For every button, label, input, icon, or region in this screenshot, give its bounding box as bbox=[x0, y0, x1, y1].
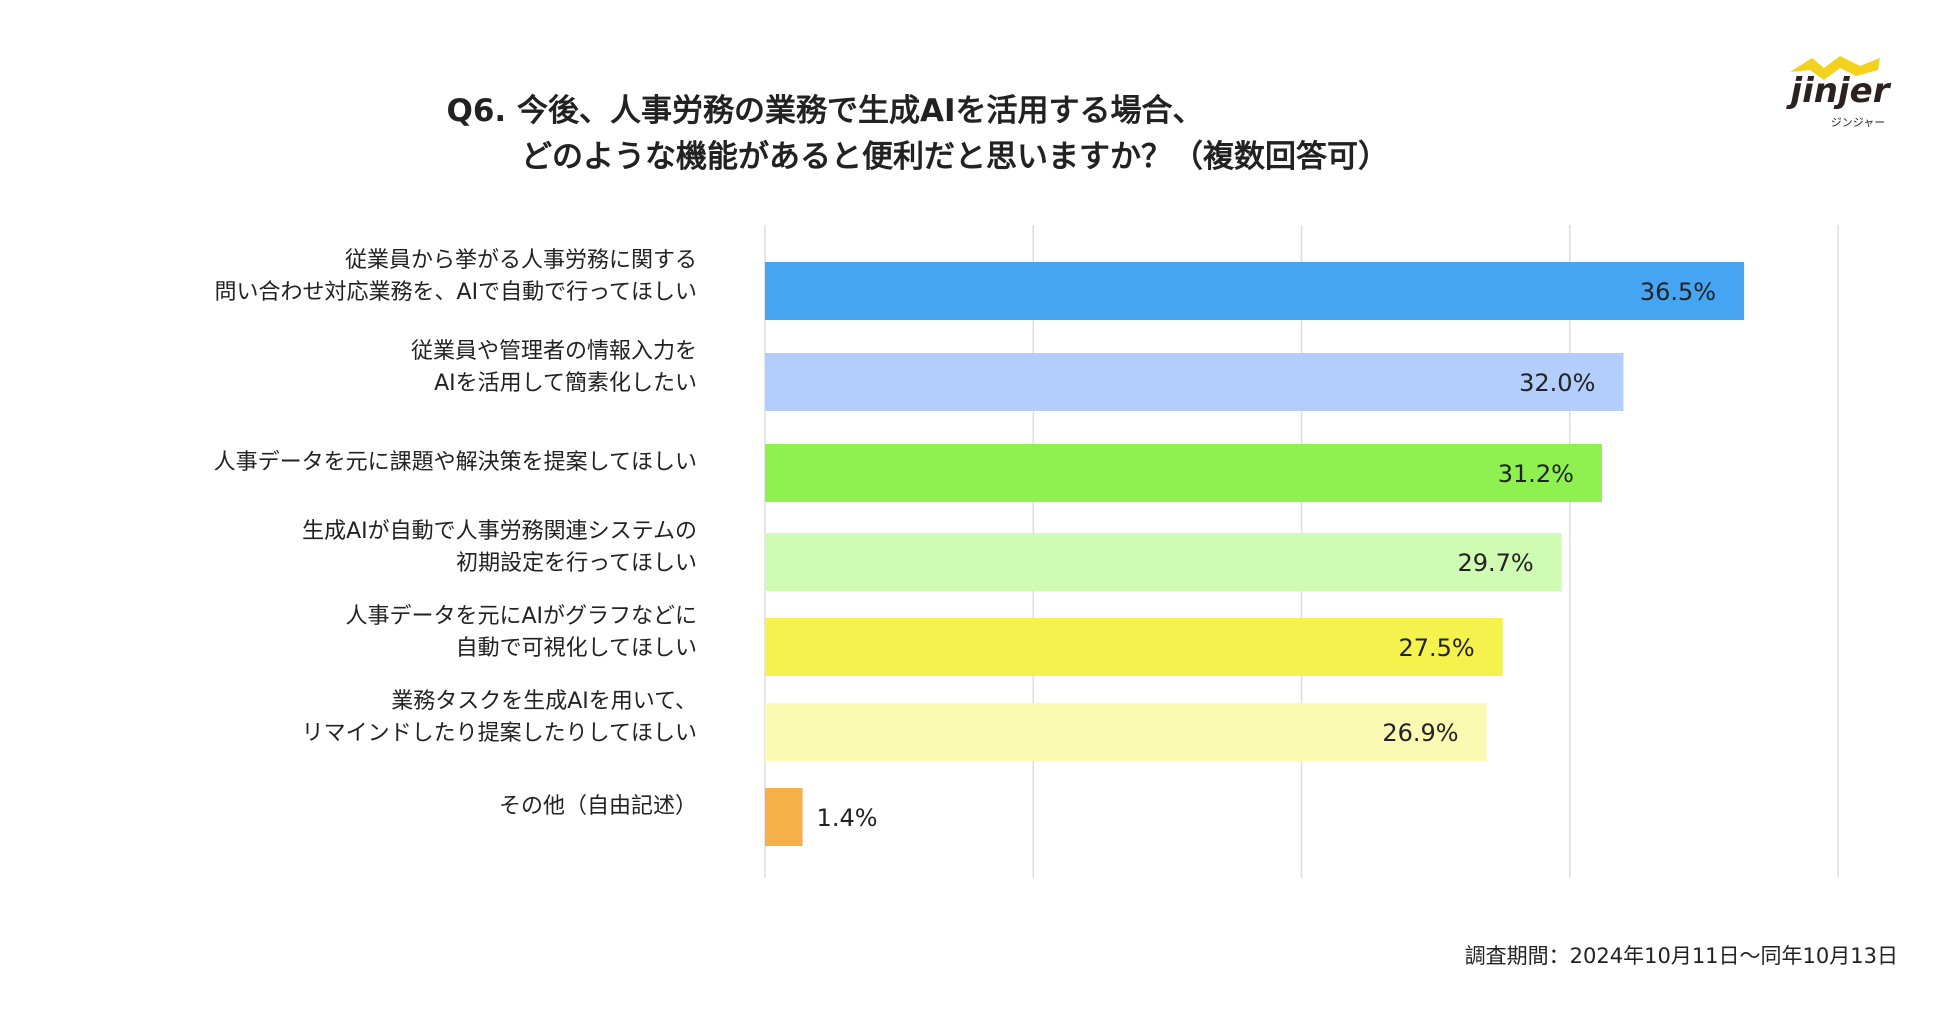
bar bbox=[765, 618, 1503, 676]
logo-subtitle: ジンジャー bbox=[1831, 116, 1885, 129]
chart-title: Q6. 今後、人事労務の業務で生成AIを活用する場合、 どのような機能があると便… bbox=[0, 88, 1950, 180]
category-labels: 従業員から挙がる人事労務に関する問い合わせ対応業務を、AIで自動で行ってほしい従… bbox=[214, 248, 697, 819]
data-label: 1.4% bbox=[817, 804, 878, 832]
bar bbox=[765, 703, 1487, 761]
category-label: 問い合わせ対応業務を、AIで自動で行ってほしい bbox=[215, 280, 697, 305]
data-label: 27.5% bbox=[1398, 634, 1474, 662]
survey-period: 調査期間：2024年10月11日〜同年10月13日 bbox=[1464, 944, 1898, 968]
bar bbox=[765, 353, 1624, 411]
title-line-2: どのような機能があると便利だと思いますか？（複数回答可） bbox=[521, 139, 1389, 175]
category-label: 自動で可視化してほしい bbox=[456, 636, 697, 661]
category-label: 初期設定を行ってほしい bbox=[456, 551, 697, 576]
category-label: 生成AIが自動で人事労務関連システムの bbox=[302, 519, 697, 544]
data-label: 29.7% bbox=[1457, 549, 1533, 577]
data-label: 36.5% bbox=[1640, 278, 1716, 306]
bar bbox=[765, 262, 1745, 320]
category-label: 従業員や管理者の情報入力を bbox=[411, 339, 697, 364]
category-label: AIを活用して簡素化したい bbox=[434, 371, 697, 396]
logo-text: jinjer bbox=[1786, 71, 1892, 111]
data-label: 32.0% bbox=[1519, 369, 1595, 397]
category-label: リマインドしたり提案したりしてほしい bbox=[302, 721, 697, 746]
category-label: 従業員から挙がる人事労務に関する bbox=[345, 248, 697, 273]
category-label: その他（自由記述） bbox=[499, 794, 697, 819]
title-line-1: Q6. 今後、人事労務の業務で生成AIを活用する場合、 bbox=[446, 93, 1204, 129]
data-label: 31.2% bbox=[1498, 460, 1574, 488]
category-label: 人事データを元にAIがグラフなどに bbox=[345, 604, 697, 629]
logo-roof-icon bbox=[1790, 56, 1880, 80]
category-label: 業務タスクを生成AIを用いて、 bbox=[391, 689, 697, 714]
data-label: 26.9% bbox=[1382, 719, 1458, 747]
bars: 36.5% 32.0% 31.2% 29.7% 27.5% 26.9% 1.4% bbox=[765, 262, 1745, 846]
category-label: 人事データを元に課題や解決策を提案してほしい bbox=[214, 450, 697, 475]
bar bbox=[765, 788, 803, 846]
bar bbox=[765, 444, 1602, 502]
bar bbox=[765, 533, 1562, 591]
jinjer-logo: jinjer ジンジャー bbox=[1786, 56, 1892, 129]
